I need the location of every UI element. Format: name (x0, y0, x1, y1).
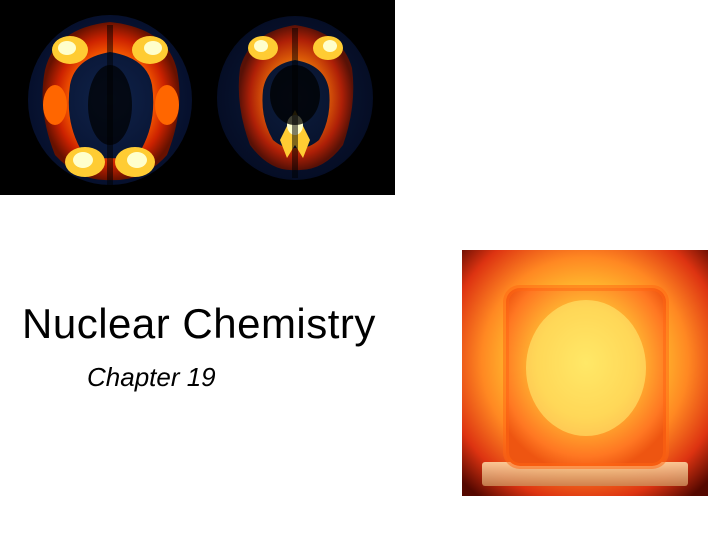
title-block: Nuclear Chemistry Chapter 19 (22, 300, 452, 393)
glowing-cube-svg (462, 250, 708, 496)
page-title: Nuclear Chemistry (22, 300, 452, 348)
pet-scan-image (0, 0, 395, 195)
brain-scan-svg (0, 0, 395, 195)
chapter-label: Chapter 19 (87, 362, 452, 393)
glowing-cube-image (462, 250, 708, 496)
